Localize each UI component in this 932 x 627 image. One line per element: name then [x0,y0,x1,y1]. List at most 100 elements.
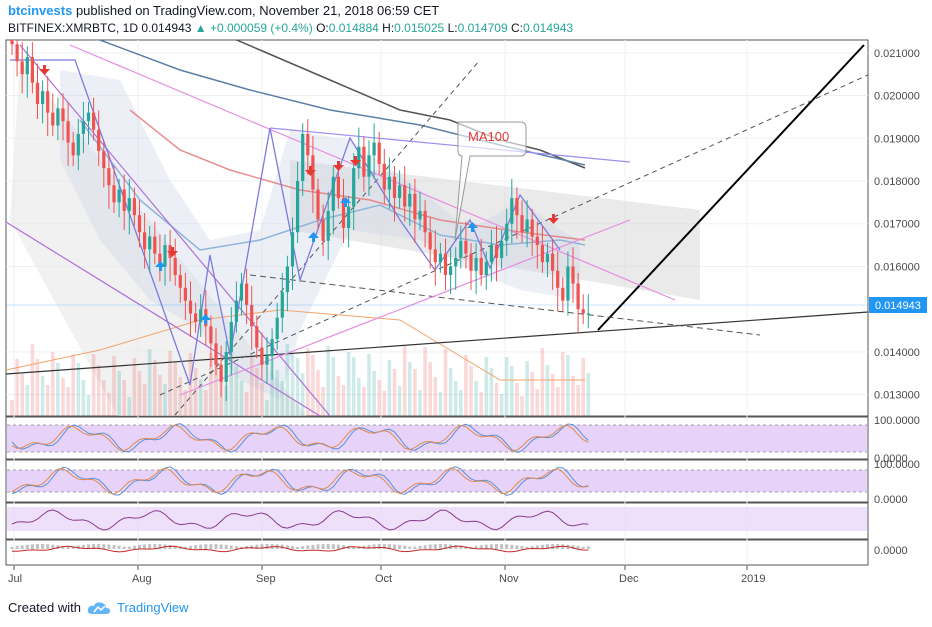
candle-down [122,189,126,211]
sell-arrow-icon [305,166,316,176]
candle-down [183,287,187,301]
volume-bar [117,371,121,416]
candle-down [209,326,213,344]
candle-down [173,257,177,275]
histogram-bar [546,544,549,549]
candle-up [76,134,80,156]
osc3-line [11,509,589,531]
candle-down [413,193,417,220]
volume-bar [214,364,218,416]
volume-bar [15,359,19,416]
buy-arrow-icon [308,232,319,242]
volume-bar [260,383,264,416]
time-tick-label: Aug [132,573,152,585]
candle-down [188,300,193,314]
volume-bar [76,363,81,416]
histogram-bar [398,545,402,549]
histogram-bar [586,546,590,549]
candle-up [566,266,570,301]
volume-bar [474,381,478,416]
histogram-bar [438,544,442,549]
moving-average-200 [234,40,586,169]
volume-bar [499,394,504,416]
sell-arrow-icon [39,65,50,75]
candle-down [341,198,346,228]
low-value: 0.014709 [457,21,508,35]
volume-bar [525,361,529,416]
histogram-bar [296,546,300,549]
volume-bar [311,355,315,416]
price-axis[interactable]: 0.021000 0.020000 0.019000 0.018000 0.017000… [874,48,920,402]
volume-bar [362,387,366,416]
volume-bar [102,380,106,416]
volume-bar [107,393,111,416]
candle-down [10,40,14,45]
histogram-bar [291,546,294,549]
histogram-bar [214,544,218,549]
histogram-bar [382,544,386,549]
volume-bar [132,358,137,416]
histogram-bar [250,545,254,549]
candle-down [561,287,565,301]
volume-bar [479,392,483,416]
candle-down [530,219,534,237]
candle-up [352,168,356,207]
volume-bar [142,384,147,416]
histogram-bar [525,546,529,549]
histogram-bar [571,545,575,549]
volume-bar [469,366,473,416]
oscillator-3 [7,507,867,531]
candle-down [66,121,70,143]
histogram-bar [311,544,315,549]
histogram-bar [127,546,131,549]
candle-down [423,210,427,233]
osc1-level-100: 100.0000 [874,415,920,427]
histogram-bar [153,544,157,549]
volume-bar [86,395,91,416]
histogram-bar [224,544,228,549]
price-tick-label: 0.021000 [874,48,920,60]
candle-up [484,262,488,275]
tradingview-link[interactable]: TradingView [116,600,189,615]
candle-down [97,129,101,152]
histogram-bar [505,544,509,549]
candle-up [275,317,279,340]
sell-arrow-icon [548,214,559,224]
time-axis[interactable]: Jul Aug Sep Oct Nov Dec 2019 [8,565,765,585]
candle-down [112,185,116,203]
histogram-bar [403,545,407,549]
tradingview-cloud-icon [87,601,111,614]
volume-bar [255,368,259,416]
histogram-bar [183,546,187,549]
volume-bar [520,396,524,416]
histogram-bar [464,546,468,549]
candle-down [20,61,24,75]
histogram-bar [143,544,147,549]
moving-average-volume [6,309,585,381]
volume-bar [61,378,65,416]
volume-bar [459,390,463,416]
candle-down [260,347,264,365]
candle-up [199,309,203,322]
candle-up [127,198,131,211]
volume-bar [321,387,325,416]
oscillator-4: 0.0000 [10,544,908,557]
time-tick-label: Jul [8,573,22,585]
author-name[interactable]: btcinvests [8,3,73,18]
candle-down [428,232,432,250]
histogram-bar [454,544,458,549]
volume-bar [346,352,351,416]
volume-bar [438,392,443,416]
current-price-tag [869,297,927,313]
volume-bar [484,357,489,416]
time-tick-label: Nov [499,573,519,585]
volume-bar [331,357,336,416]
price-tick-label: 0.018000 [874,176,920,188]
candle-up [510,198,514,224]
sell-arrow-icon [333,161,344,171]
chart-header: btcinvests published on TradingView.com,… [8,2,439,19]
histogram-bar [428,544,432,549]
buy-arrow-icon [200,314,211,324]
histogram-bar [71,546,75,549]
